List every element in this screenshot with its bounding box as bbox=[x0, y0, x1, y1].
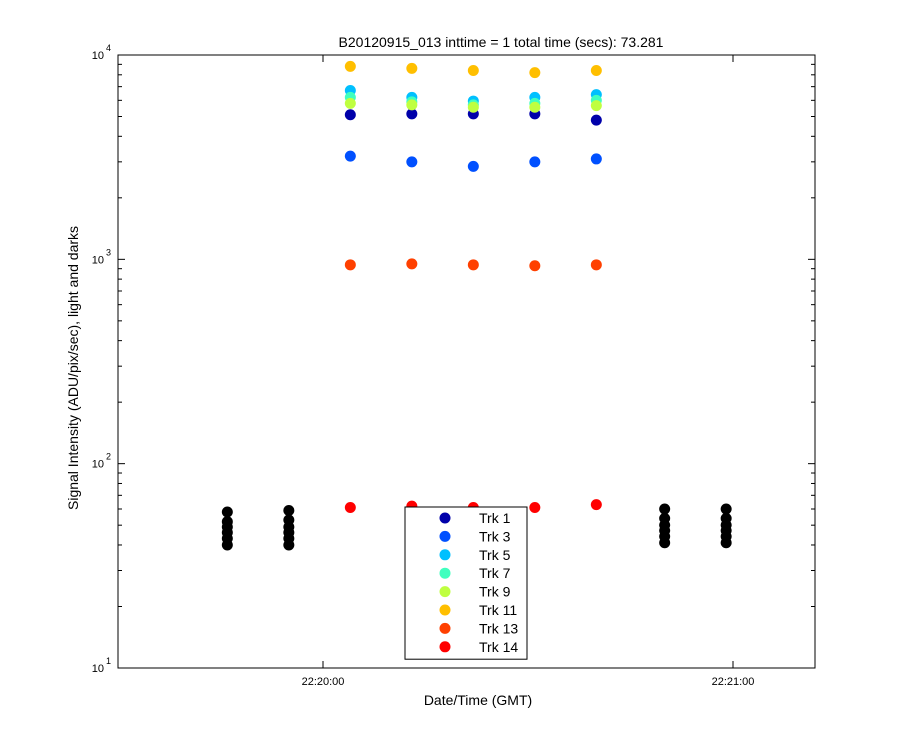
legend-label: Trk 9 bbox=[479, 584, 511, 600]
data-points bbox=[221, 60, 732, 551]
point-trk-1 bbox=[590, 114, 602, 126]
legend-label: Trk 3 bbox=[479, 528, 511, 544]
x-tick-label: 22:21:00 bbox=[712, 676, 755, 688]
legend-marker bbox=[439, 549, 451, 561]
dark-point bbox=[720, 512, 732, 524]
point-trk-11 bbox=[590, 64, 602, 76]
dark-point bbox=[283, 504, 295, 516]
point-trk-11 bbox=[467, 64, 479, 76]
point-trk-14 bbox=[344, 502, 356, 514]
legend-marker bbox=[439, 512, 451, 524]
point-trk-3 bbox=[406, 156, 418, 168]
plot-frame bbox=[117, 54, 816, 669]
point-trk-3 bbox=[529, 156, 541, 168]
y-tick-label: 10 bbox=[92, 254, 104, 266]
dark-point bbox=[221, 516, 233, 528]
y-tick-label: 10 bbox=[92, 663, 104, 675]
chart-title: B20120915_013 inttime = 1 total time (se… bbox=[339, 34, 664, 50]
y-tick-label: 10 bbox=[92, 50, 104, 62]
point-trk-11 bbox=[529, 67, 541, 79]
point-trk-9 bbox=[344, 97, 356, 109]
point-trk-9 bbox=[467, 101, 479, 113]
point-trk-14 bbox=[529, 502, 541, 514]
point-trk-13 bbox=[467, 259, 479, 271]
legend-label: Trk 5 bbox=[479, 547, 511, 563]
legend-marker bbox=[439, 641, 451, 653]
y-tick-exponent: 3 bbox=[106, 247, 111, 257]
y-tick-label: 10 bbox=[92, 459, 104, 471]
point-trk-11 bbox=[406, 62, 418, 74]
point-trk-14 bbox=[590, 499, 602, 511]
legend-marker bbox=[439, 622, 451, 634]
dark-point bbox=[720, 503, 732, 515]
legend-label: Trk 13 bbox=[479, 620, 518, 636]
point-trk-9 bbox=[406, 99, 418, 111]
legend-marker bbox=[439, 604, 451, 616]
y-axis-label: Signal Intensity (ADU/pix/sec), light an… bbox=[65, 226, 81, 510]
dark-point bbox=[659, 512, 671, 524]
plot-border bbox=[117, 54, 816, 669]
x-tick-label: 22:20:00 bbox=[302, 676, 345, 688]
legend-label: Trk 1 bbox=[479, 510, 511, 526]
point-trk-13 bbox=[590, 259, 602, 271]
point-trk-13 bbox=[529, 260, 541, 272]
point-trk-3 bbox=[467, 160, 479, 172]
legend-box bbox=[404, 506, 528, 660]
point-trk-11 bbox=[344, 60, 356, 72]
legend-marker bbox=[439, 530, 451, 542]
dark-point bbox=[221, 506, 233, 518]
dark-point bbox=[659, 503, 671, 515]
y-tick-exponent: 1 bbox=[106, 656, 111, 666]
point-trk-1 bbox=[406, 108, 418, 120]
point-trk-13 bbox=[344, 259, 356, 271]
point-trk-3 bbox=[590, 153, 602, 165]
legend-label: Trk 11 bbox=[479, 602, 517, 618]
legend-marker bbox=[439, 567, 451, 579]
point-trk-13 bbox=[406, 258, 418, 270]
legend: Trk 1 Trk 3 Trk 5 Trk 7 Trk 9 Trk 11 Trk 13 Trk… bbox=[404, 506, 528, 660]
legend-marker bbox=[439, 586, 451, 598]
dark-point bbox=[283, 514, 295, 526]
point-trk-9 bbox=[590, 100, 602, 112]
y-tick-exponent: 4 bbox=[106, 43, 111, 53]
legend-label: Trk 14 bbox=[479, 639, 518, 655]
point-trk-1 bbox=[344, 109, 356, 121]
legend-label: Trk 7 bbox=[479, 565, 511, 581]
point-trk-3 bbox=[344, 150, 356, 162]
point-trk-9 bbox=[529, 101, 541, 113]
x-axis-label: Date/Time (GMT) bbox=[424, 692, 532, 708]
y-tick-exponent: 2 bbox=[106, 452, 111, 462]
